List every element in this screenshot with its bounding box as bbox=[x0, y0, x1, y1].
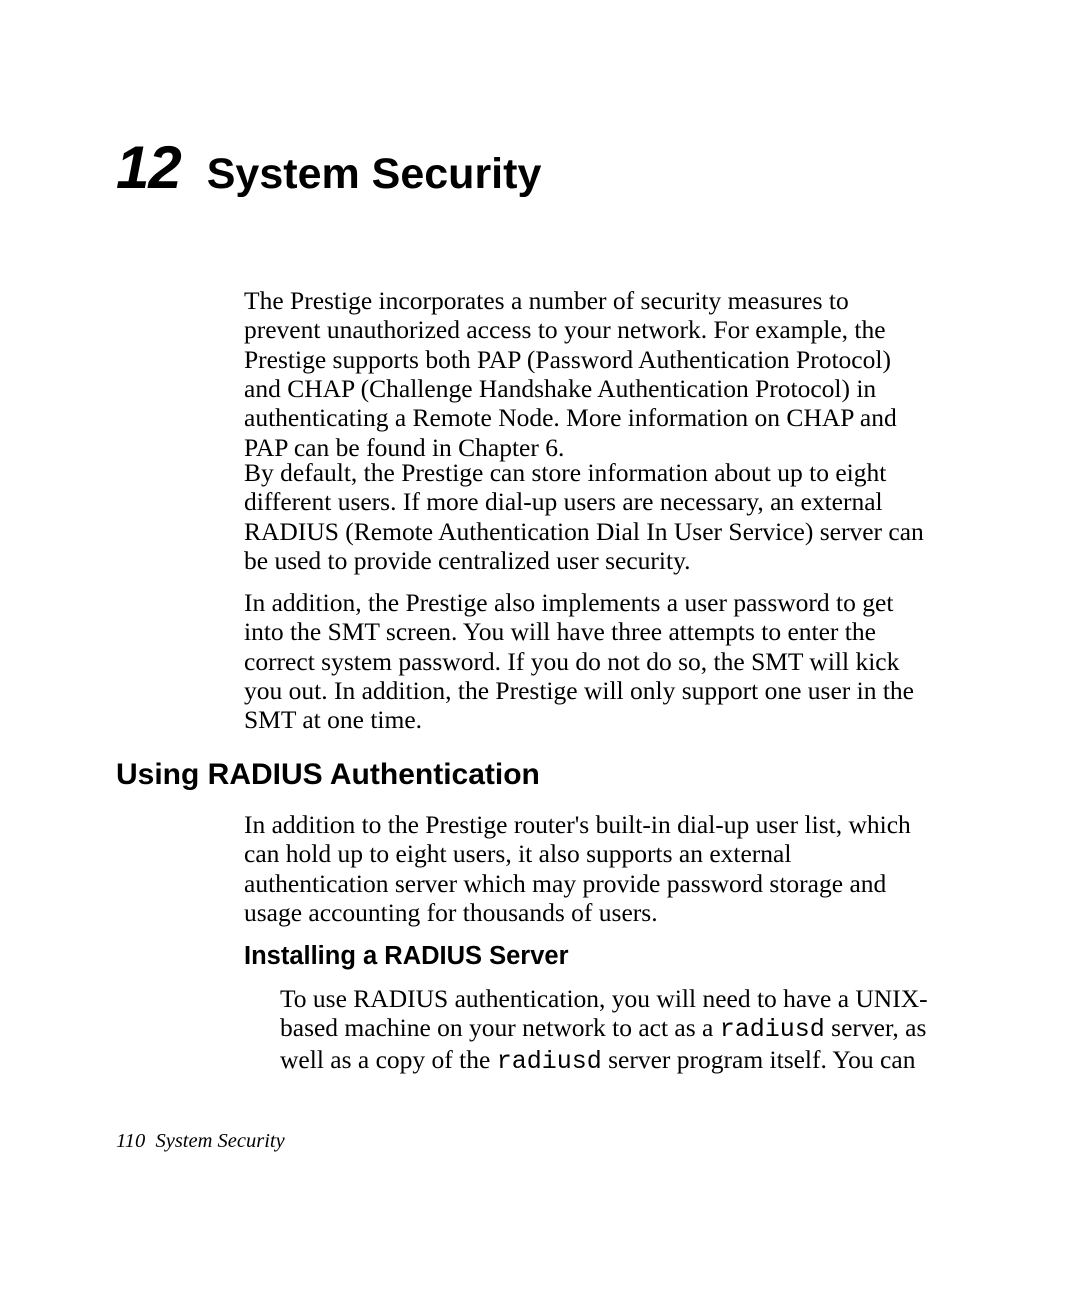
inline-code: radiusd bbox=[497, 1047, 602, 1076]
subsection-heading: Installing a RADIUS Server bbox=[244, 942, 569, 971]
inline-code: radiusd bbox=[720, 1015, 825, 1044]
footer-label: System Security bbox=[155, 1130, 284, 1152]
section-heading: Using RADIUS Authentication bbox=[116, 758, 540, 792]
text-run: server program itself. You can bbox=[602, 1045, 916, 1074]
page-number: 110 bbox=[116, 1130, 145, 1152]
body-paragraph-3: In addition, the Prestige also implement… bbox=[244, 588, 929, 735]
subsection-paragraph-1: To use RADIUS authentication, you will n… bbox=[280, 984, 928, 1077]
page-footer: 110 System Security bbox=[116, 1130, 285, 1153]
body-paragraph-2: By default, the Prestige can store infor… bbox=[244, 458, 929, 575]
chapter-heading: 12 System Security bbox=[116, 138, 541, 198]
chapter-number: 12 bbox=[116, 138, 181, 198]
body-paragraph-1: The Prestige incorporates a number of se… bbox=[244, 286, 929, 462]
page: 12 System Security The Prestige incorpor… bbox=[0, 0, 1080, 1311]
chapter-title: System Security bbox=[207, 153, 542, 196]
section-paragraph-1: In addition to the Prestige router's bui… bbox=[244, 810, 929, 927]
